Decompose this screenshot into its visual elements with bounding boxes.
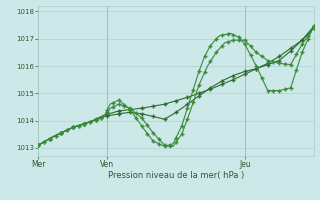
X-axis label: Pression niveau de la mer( hPa ): Pression niveau de la mer( hPa ) <box>108 171 244 180</box>
